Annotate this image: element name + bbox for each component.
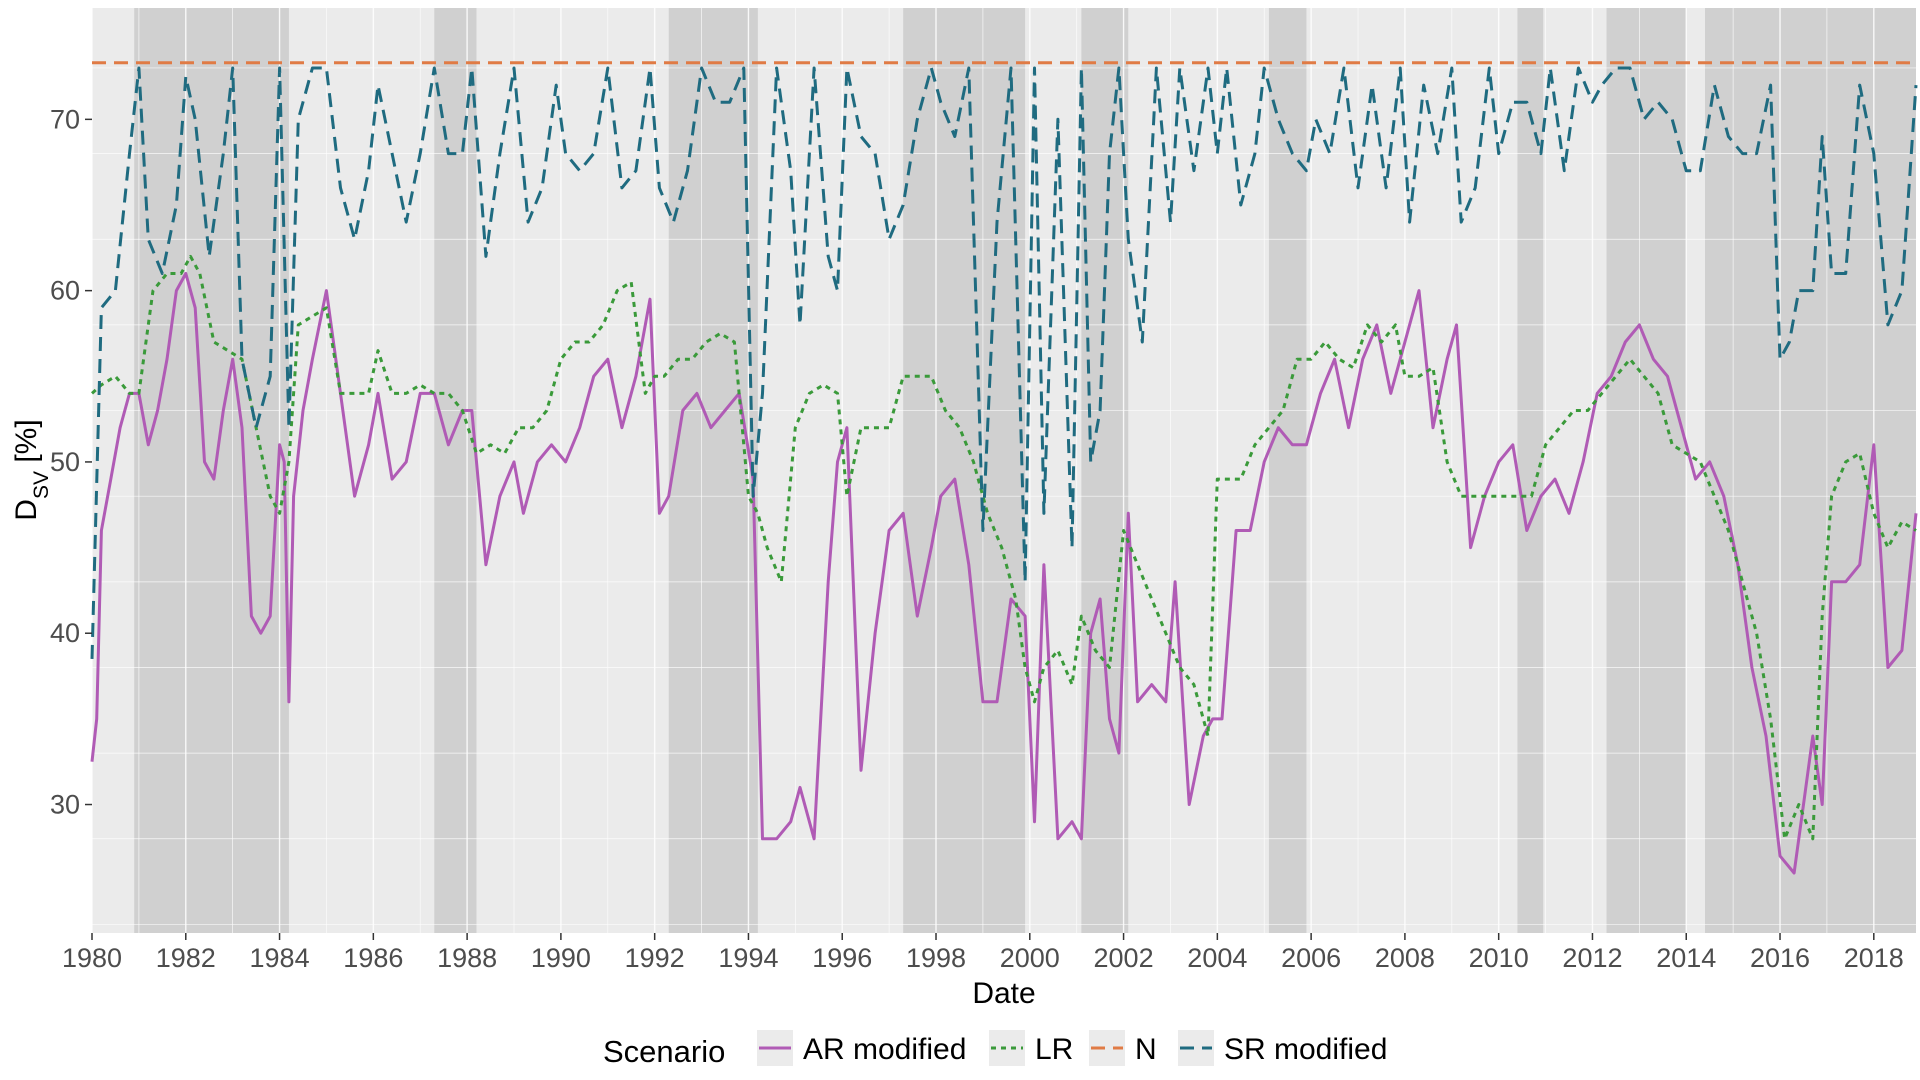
x-tick-label: 2014 [1656,943,1716,973]
series-line-ar-modified [90,272,1918,875]
shaded-period-1 [434,8,477,933]
shaded-period-7 [1606,8,1687,933]
legend-items: AR modified LR N SR modified [757,1030,1387,1066]
y-tick-label: 50 [50,447,80,477]
series-line-lr [90,254,1917,841]
legend-title: Scenario [603,1034,725,1069]
shaded-period-4 [1081,8,1129,933]
x-tick-label: 2010 [1469,943,1529,973]
gridlines [91,8,1916,933]
x-tick-label: 1992 [625,943,685,973]
x-tick-label: 2004 [1187,943,1247,973]
x-tick-label: 1988 [437,943,497,973]
x-tick-label: 1996 [812,943,872,973]
shaded-period-2 [668,8,758,933]
series-line-sr-modified [90,66,1918,659]
y-axis-title-unit: [%] [10,419,43,471]
legend-label: N [1135,1033,1157,1066]
series-lines [90,61,1918,875]
shaded-period-0 [134,8,289,933]
x-tick-label: 2008 [1375,943,1435,973]
legend: Scenario AR modified LR N SR modified [603,1030,1387,1069]
y-tick-label: 30 [50,790,80,820]
x-tick-label: 1998 [906,943,966,973]
legend-label: SR modified [1224,1033,1387,1066]
y-tick-label: 70 [50,104,80,134]
x-tick-label: 2002 [1094,943,1154,973]
legend-label: LR [1035,1033,1073,1066]
x-tick-label: 2016 [1750,943,1810,973]
x-tick-label: 1986 [343,943,403,973]
x-tick-label: 1990 [531,943,591,973]
x-tick-label: 2006 [1281,943,1341,973]
y-axis-ticks: 30 40 50 60 70 [50,104,92,820]
x-tick-label: 1980 [62,943,122,973]
legend-label: AR modified [803,1033,966,1066]
y-axis-title-sub: SV [30,471,53,499]
y-axis-title-main: D [10,499,43,521]
x-tick-label: 1982 [156,943,216,973]
x-tick-label: 2000 [1000,943,1060,973]
y-tick-label: 60 [50,276,80,306]
shaded-periods [134,8,1916,933]
shaded-period-3 [903,8,1026,933]
x-tick-label: 2012 [1562,943,1622,973]
x-axis-ticks: 1980 1982 1984 1986 1988 1990 1992 1994 1996 1998… [62,933,1904,973]
x-tick-label: 1994 [718,943,778,973]
y-axis-title: DSV [%] [10,419,53,520]
x-tick-label: 2018 [1844,943,1904,973]
shaded-period-8 [1704,8,1916,933]
y-tick-label: 40 [50,618,80,648]
x-tick-label: 1984 [250,943,310,973]
shaded-period-6 [1517,8,1544,933]
shaded-period-5 [1268,8,1307,933]
x-axis-title: Date [972,977,1035,1010]
